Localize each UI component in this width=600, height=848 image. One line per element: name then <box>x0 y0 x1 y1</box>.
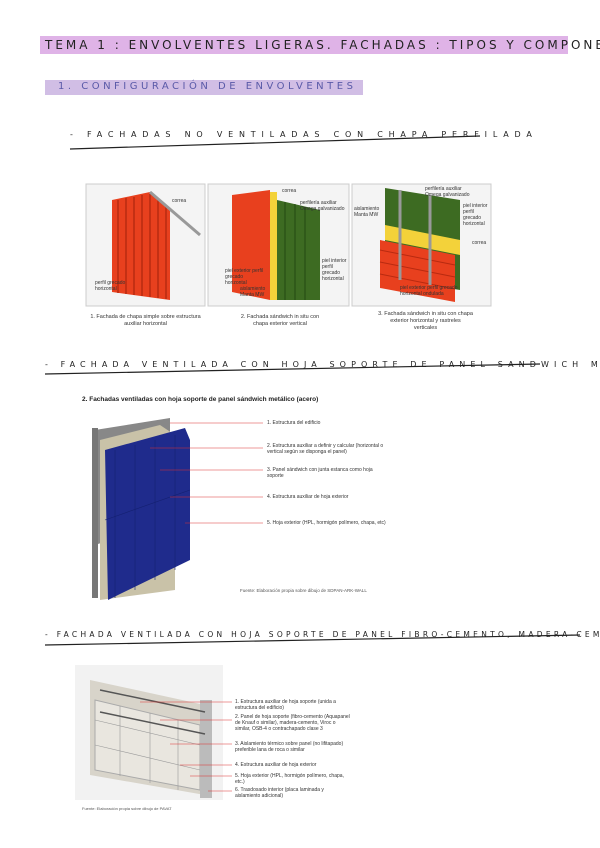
figure-3 <box>351 183 492 307</box>
subsection-title: - FACHADA VENTILADA CON HOJA SOPORTE DE … <box>45 630 600 639</box>
underline <box>69 135 481 150</box>
figure-caption: 3. Fachada sándwich in situ con chapa ex… <box>378 311 473 331</box>
sandwich-facade-image <box>92 418 191 600</box>
figure-label: piel interior perfil grecado horizontal <box>322 258 347 282</box>
highlight <box>40 36 568 54</box>
legend-label: 3. Panel sándwich con junta estanca como… <box>267 467 373 479</box>
legend-label: 2. Estructura auxiliar a definir y calcu… <box>267 443 384 455</box>
leader-lines <box>140 701 232 792</box>
figure-2 <box>207 183 350 307</box>
fibre-cement-facade-image <box>75 665 223 800</box>
section-title: 1. CONFIGURACIÓN DE ENVOLVENTES <box>58 81 357 92</box>
figure-label: correa <box>472 240 487 246</box>
legend-label: 1. Estructura auxiliar de hoja soporte (… <box>235 699 336 711</box>
subsection-title: - FACHADAS NO VENTILADAS CON CHAPA PERFI… <box>70 130 538 139</box>
figure-caption: 2. Fachada sándwich in situ con chapa ex… <box>240 314 320 327</box>
legend-label: 2. Panel de hoja soporte (fibro-cemento … <box>235 714 350 732</box>
highlight <box>45 80 363 95</box>
legend-label: 6. Trasdosado interior (placa laminada y… <box>235 787 324 799</box>
figure-caption: 1. Fachada de chapa simple sobre estruct… <box>90 314 201 327</box>
figure-label: correa <box>172 198 187 204</box>
figure-label: correa <box>282 188 297 194</box>
legend-label: 5. Hoja exterior (HPL, hormigón polímero… <box>267 520 386 526</box>
leader-lines <box>150 422 263 524</box>
figure-label: perfilería auxiliar Omega galvanizado <box>300 200 345 212</box>
figure-label: aislamiento Manta MW <box>354 206 380 218</box>
figure-label: piel exterior perfil grecado horizontal … <box>400 285 458 297</box>
source-note: Fuente: Elaboración propia sobre dibujo … <box>82 806 172 811</box>
subsection-heading: 2. Fachadas ventiladas con hoja soporte … <box>82 396 319 403</box>
figure-label: perfil grecado horizontal <box>95 280 126 292</box>
figure-label: piel interior perfil grecado horizontal <box>463 203 488 227</box>
subsection-title: - FACHADA VENTILADA CON HOJA SOPORTE DE … <box>45 360 600 369</box>
legend-label: 5. Hoja exterior (HPL, hormigón polímero… <box>235 773 344 785</box>
figure-label: perfilería auxiliar Omega galvanizado <box>425 186 470 198</box>
figure-label: piel exterior perfil grecado horizontal <box>225 268 264 286</box>
underline <box>44 363 541 375</box>
underline <box>44 634 581 646</box>
figure-label: aislamiento Manta MW <box>240 286 266 298</box>
legend-label: 3. Aislamiento térmico sobre panel (no l… <box>235 741 344 753</box>
page-title: TEMA 1 : ENVOLVENTES LIGERAS. FACHADAS :… <box>45 38 600 52</box>
legend-label: 1. Estructura del edificio <box>267 420 321 426</box>
legend-label: 4. Estructura auxiliar de hoja exterior <box>235 762 317 768</box>
legend-label: 4. Estructura auxiliar de hoja exterior <box>267 494 349 500</box>
source-note: Fuente: Elaboración propia sobre dibujo … <box>240 588 367 593</box>
figure-1 <box>85 183 206 307</box>
